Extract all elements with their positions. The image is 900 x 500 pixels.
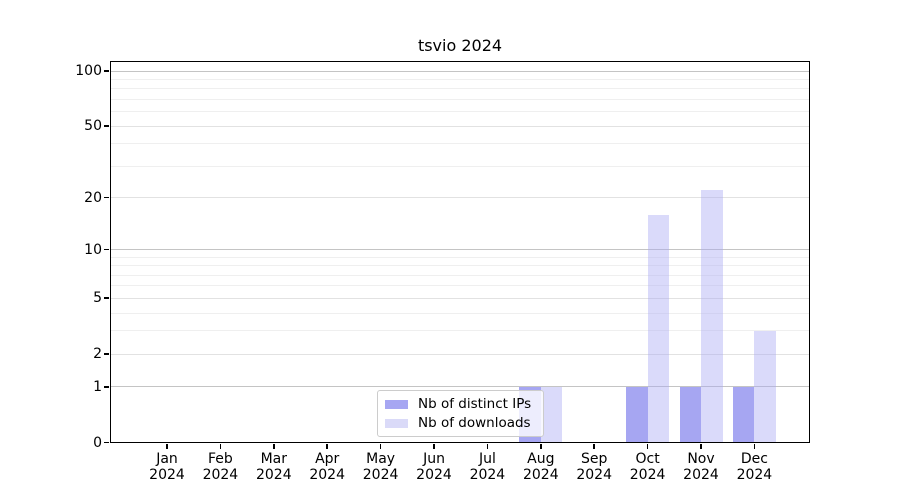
y-tick-label: 2 (93, 346, 102, 363)
bar-downloads (540, 386, 563, 443)
y-tick-mark (104, 441, 109, 444)
x-tick-mark (326, 444, 329, 449)
y-tick-label: 10 (84, 241, 102, 258)
x-tick-label: Aug 2024 (522, 451, 559, 483)
x-tick-mark (219, 444, 222, 449)
y-tick-mark (104, 353, 109, 355)
y-minor-gridline (110, 312, 810, 314)
y-tick-mark (104, 70, 109, 73)
x-tick-label: Feb 2024 (202, 451, 239, 483)
x-tick-label: Jun 2024 (416, 451, 452, 483)
x-tick-mark (433, 444, 435, 449)
y-minor-gridline (110, 143, 810, 145)
y-tick-label: 20 (84, 189, 102, 206)
bar-downloads (754, 330, 776, 443)
y-major-gridline (110, 297, 810, 299)
y-minor-gridline (110, 99, 810, 101)
x-tick-mark (593, 444, 596, 449)
x-tick-label: Dec 2024 (736, 451, 773, 483)
x-tick-label: Jul 2024 (469, 451, 506, 483)
legend-label-distinct-ips: Nb of distinct IPs (418, 396, 532, 412)
y-tick-label: 5 (93, 290, 102, 307)
y-tick-mark (104, 125, 109, 128)
x-tick-mark (486, 444, 489, 449)
x-tick-label: Jan 2024 (149, 451, 185, 483)
legend-swatch-downloads (385, 418, 408, 428)
y-tick-mark (104, 196, 109, 199)
y-minor-gridline (110, 165, 810, 167)
y-tick-mark (104, 297, 109, 300)
y-major-gridline (110, 70, 810, 72)
y-minor-gridline (110, 256, 810, 258)
x-tick-label: Oct 2024 (629, 451, 666, 483)
y-major-gridline (110, 197, 810, 199)
y-minor-gridline (110, 265, 810, 267)
legend-item-downloads: Nb of downloads (385, 415, 536, 431)
bar-distinct-ips (679, 386, 701, 443)
x-tick-label: Nov 2024 (683, 451, 719, 483)
y-major-gridline (110, 249, 810, 251)
chart-title: tsvio 2024 (417, 36, 503, 55)
x-tick-mark (646, 444, 649, 449)
y-tick-label: 1 (93, 378, 102, 395)
y-major-gridline (110, 353, 810, 355)
x-tick-label: Apr 2024 (309, 451, 345, 483)
y-tick-mark (104, 385, 109, 388)
y-minor-gridline (110, 330, 810, 332)
x-tick-mark (700, 444, 702, 449)
bar-downloads (647, 214, 670, 443)
x-tick-mark (272, 444, 275, 449)
x-tick-label: May 2024 (362, 451, 399, 483)
y-tick-mark (104, 248, 109, 251)
x-tick-mark (753, 444, 756, 449)
y-minor-gridline (110, 285, 810, 287)
x-tick-label: Mar 2024 (255, 451, 292, 483)
x-tick-mark (166, 444, 168, 449)
y-minor-gridline (110, 274, 810, 276)
y-tick-label: 50 (84, 118, 102, 135)
bar-downloads (701, 190, 723, 443)
legend-item-distinct-ips: Nb of distinct IPs (385, 396, 536, 412)
legend-label-downloads: Nb of downloads (418, 415, 531, 431)
x-tick-mark (379, 444, 382, 449)
legend-swatch-distinct-ips (385, 399, 408, 409)
y-minor-gridline (110, 111, 810, 113)
x-tick-mark (539, 444, 542, 449)
y-major-gridline (110, 125, 810, 127)
bar-distinct-ips (626, 386, 648, 443)
y-major-gridline (110, 386, 810, 388)
y-minor-gridline (110, 79, 810, 81)
legend: Nb of distinct IPs Nb of downloads (377, 390, 544, 437)
x-tick-label: Sep 2024 (576, 451, 612, 483)
y-tick-label: 100 (75, 63, 102, 80)
y-minor-gridline (110, 88, 810, 90)
bar-distinct-ips (732, 386, 755, 443)
y-tick-label: 0 (93, 434, 102, 451)
